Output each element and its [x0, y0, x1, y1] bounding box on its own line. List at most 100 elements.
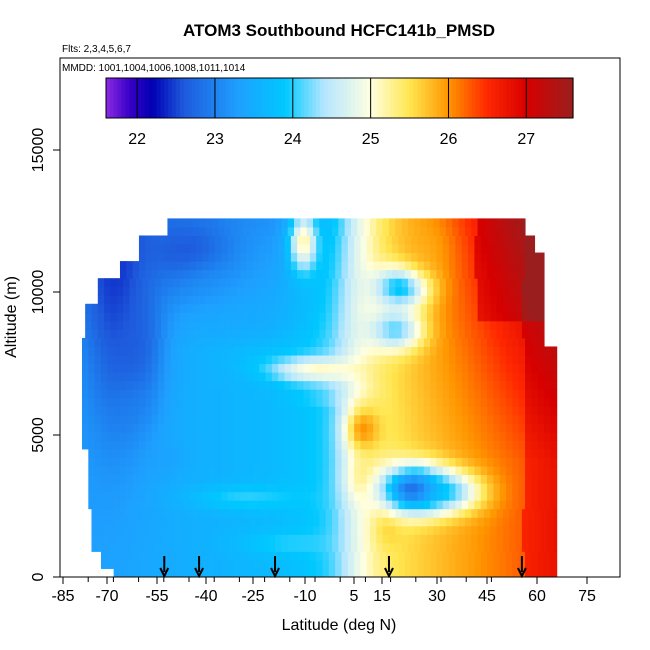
heatmap-cell: [411, 346, 418, 356]
heatmap-cell: [455, 380, 463, 390]
heatmap-cell: [474, 466, 482, 476]
heatmap-cell: [464, 508, 472, 518]
heatmap-cell: [297, 355, 305, 365]
heatmap-cell: [211, 320, 219, 330]
heatmap-cell: [94, 440, 102, 450]
heatmap-cell: [119, 406, 127, 416]
heatmap-cell: [265, 423, 273, 433]
heatmap-cell: [195, 337, 203, 347]
heatmap-cell: [281, 295, 289, 305]
heatmap-cell: [385, 414, 393, 424]
heatmap-cell: [183, 363, 191, 373]
heatmap-cell: [544, 389, 551, 399]
heatmap-cell: [123, 295, 130, 305]
heatmap-cell: [385, 244, 393, 254]
heatmap-cell: [411, 457, 418, 467]
heatmap-cell: [309, 423, 317, 433]
heatmap-cell: [233, 491, 241, 501]
heatmap-cell: [531, 397, 539, 407]
heatmap-cell: [341, 244, 349, 254]
heatmap-cell: [126, 483, 134, 493]
heatmap-cell: [278, 363, 286, 373]
heatmap-cell: [398, 559, 406, 569]
heatmap-cell: [414, 525, 422, 535]
heatmap-cell: [512, 483, 520, 493]
heatmap-cell: [252, 483, 260, 493]
heatmap-cell: [376, 517, 384, 527]
heatmap-cell: [309, 372, 317, 382]
heatmap-cell: [259, 363, 267, 373]
heatmap-cell: [468, 457, 475, 467]
heatmap-cell: [176, 363, 184, 373]
heatmap-cell: [176, 568, 184, 578]
heatmap-cell: [445, 312, 453, 322]
heatmap-cell: [154, 286, 162, 296]
heatmap-cell: [506, 457, 513, 467]
heatmap-cell: [164, 483, 172, 493]
heatmap-cell: [224, 508, 232, 518]
heatmap-cell: [515, 525, 523, 535]
heatmap-cell: [151, 244, 159, 254]
heatmap-cell: [303, 466, 311, 476]
heatmap-cell: [170, 337, 178, 347]
heatmap-cell: [420, 278, 428, 288]
heatmap-cell: [132, 414, 140, 424]
heatmap-cell: [471, 303, 479, 313]
heatmap-cell: [313, 542, 320, 552]
heatmap-cell: [214, 235, 222, 245]
heatmap-cell: [189, 269, 197, 279]
heatmap-cell: [88, 440, 96, 450]
heatmap-cell: [199, 320, 206, 330]
heatmap-cell: [420, 303, 428, 313]
colorbar-swatch: [557, 78, 562, 118]
heatmap-cell: [350, 517, 358, 527]
heatmap-cell: [487, 372, 494, 382]
heatmap-cell: [119, 269, 127, 279]
heatmap-cell: [455, 355, 463, 365]
heatmap-cell: [224, 517, 232, 527]
heatmap-cell: [423, 363, 431, 373]
heatmap-cell: [129, 278, 137, 288]
heatmap-cell: [480, 448, 488, 458]
heatmap-cell: [119, 500, 127, 510]
heatmap-cell: [94, 355, 102, 365]
heatmap-cell: [385, 491, 393, 501]
heatmap-cell: [208, 389, 216, 399]
heatmap-cell: [151, 261, 159, 271]
heatmap-cell: [392, 235, 399, 245]
heatmap-cell: [540, 525, 548, 535]
heatmap-cell: [512, 448, 520, 458]
heatmap-cell: [303, 389, 311, 399]
heatmap-cell: [423, 457, 431, 467]
heatmap-cell: [91, 303, 99, 313]
heatmap-cell: [395, 218, 403, 228]
heatmap-cell: [449, 431, 456, 441]
heatmap-cell: [366, 423, 374, 433]
heatmap-cell: [151, 372, 159, 382]
heatmap-cell: [347, 431, 355, 441]
heatmap-cell: [275, 218, 282, 228]
heatmap-cell: [398, 414, 406, 424]
heatmap-cell: [369, 286, 377, 296]
heatmap-cell: [297, 269, 305, 279]
heatmap-cell: [265, 474, 273, 484]
heatmap-cell: [259, 448, 267, 458]
heatmap-cell: [271, 431, 279, 441]
heatmap-cell: [183, 372, 191, 382]
heatmap-cell: [319, 329, 327, 339]
heatmap-cell: [262, 312, 270, 322]
heatmap-cell: [407, 278, 415, 288]
heatmap-cell: [525, 406, 532, 416]
heatmap-cell: [515, 320, 523, 330]
heatmap-cell: [385, 423, 393, 433]
colorbar-swatch: [230, 78, 236, 118]
heatmap-cell: [442, 551, 450, 561]
heatmap-cell: [332, 295, 339, 305]
heatmap-cell: [100, 457, 108, 467]
heatmap-cell: [265, 363, 273, 373]
heatmap-cell: [357, 312, 365, 322]
heatmap-cell: [382, 303, 390, 313]
heatmap-cell: [224, 278, 232, 288]
heatmap-cell: [275, 329, 282, 339]
heatmap-cell: [227, 244, 235, 254]
